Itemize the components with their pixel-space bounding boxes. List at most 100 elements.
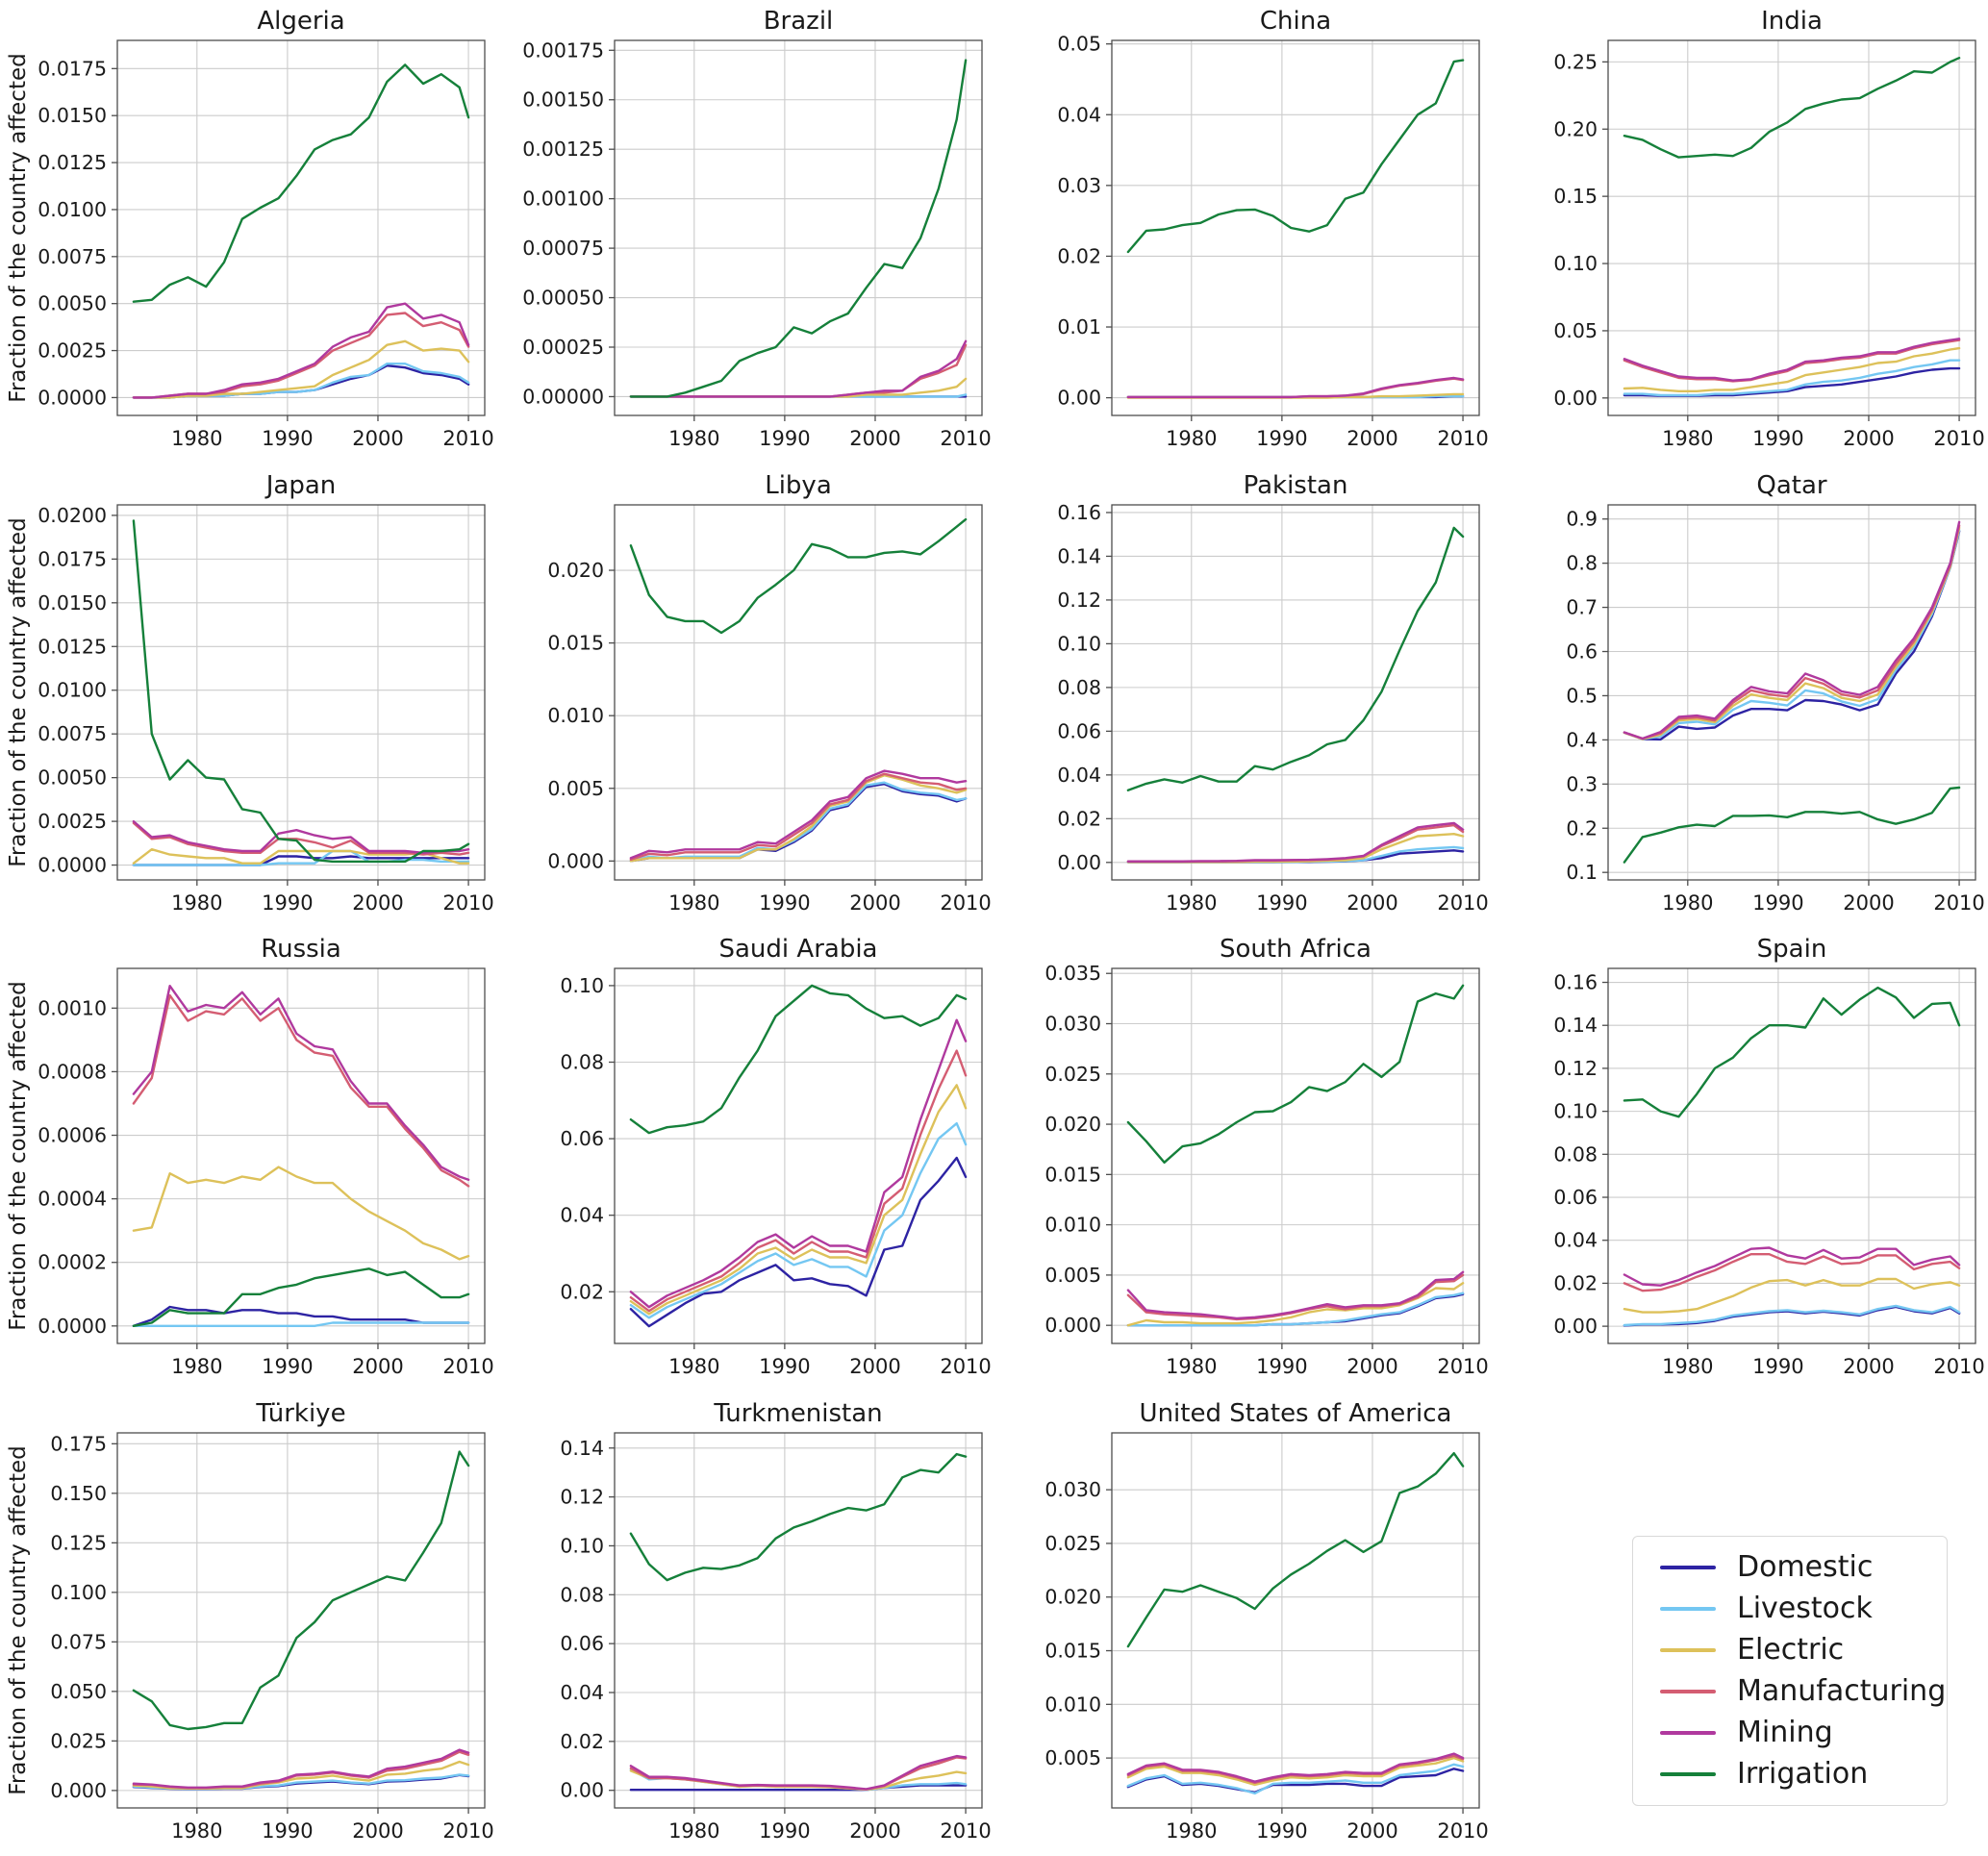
svg-text:0.0000: 0.0000: [38, 853, 107, 876]
svg-text:2010: 2010: [442, 1355, 493, 1378]
legend-item-livestock: Livestock: [1660, 1588, 1947, 1629]
svg-text:1980: 1980: [171, 1355, 222, 1378]
subplot-saudi-arabia: 0.02 0.04 0.06 0.08 0.10 1980 1990 2000 2010 Saud…: [497, 928, 994, 1392]
subplot-india: 0.00 0.05 0.10 0.15 0.20 0.25 1980 1990 2000 2010…: [1491, 0, 1988, 464]
y-axis-label: Fraction of the country affected: [6, 981, 31, 1330]
series-line-manufacturing: [132, 821, 470, 856]
svg-text:2000: 2000: [1843, 1355, 1894, 1378]
svg-text:0.02: 0.02: [1057, 807, 1101, 830]
svg-text:1980: 1980: [1662, 891, 1713, 915]
plot-title: Pakistan: [1243, 471, 1347, 500]
y-axis-tick-labels: 0.0000 0.0002 0.0004 0.0006 0.0008 0.0010: [38, 996, 117, 1338]
svg-text:0.14: 0.14: [1554, 1014, 1598, 1037]
svg-text:1990: 1990: [1256, 1819, 1307, 1843]
gridlines: [117, 1432, 485, 1808]
series-lines: [629, 1452, 968, 1791]
series-lines: [1126, 59, 1464, 399]
axes-spine: [116, 967, 486, 1344]
series-lines: [1126, 1451, 1464, 1794]
series-line-domestic: [629, 1783, 968, 1791]
svg-text:0.02: 0.02: [560, 1729, 604, 1752]
irrigation-line-swatch: [1660, 1772, 1716, 1777]
subplot-qatar: 0.1 0.2 0.3 0.4 0.5 0.6 0.7 0.8 0.9 1980 1990 2000 2…: [1491, 464, 1988, 929]
series-lines: [629, 59, 968, 398]
gridlines: [1111, 1432, 1479, 1808]
svg-text:2000: 2000: [1346, 1819, 1397, 1843]
series-line-irrigation: [1126, 984, 1464, 1165]
svg-text:2010: 2010: [1437, 1355, 1488, 1378]
series-line-electric: [629, 773, 968, 862]
svg-text:0.20: 0.20: [1554, 117, 1598, 140]
series-line-electric: [1623, 1277, 1961, 1314]
plot-title: Saudi Arabia: [718, 935, 877, 964]
svg-text:0.00150: 0.00150: [522, 88, 604, 112]
svg-text:0.010: 0.010: [547, 704, 604, 727]
subplot-t-rkiye: 0.000 0.025 0.050 0.075 0.100 0.125 0.150 0.175…: [0, 1392, 497, 1856]
series-line-mining: [629, 339, 968, 398]
legend-label: Domestic: [1737, 1549, 1874, 1584]
livestock-line-swatch: [1660, 1606, 1716, 1611]
legend: Domestic Livestock Electric Manufacturin…: [1632, 1536, 1948, 1806]
legend-item-mining: Mining: [1660, 1713, 1947, 1754]
svg-text:0.6: 0.6: [1567, 640, 1598, 663]
series-line-irrigation: [1623, 57, 1961, 159]
svg-text:0.08: 0.08: [560, 1583, 604, 1606]
axes-spine: [1110, 967, 1480, 1344]
axes-spine: [116, 39, 486, 416]
svg-text:2010: 2010: [940, 427, 991, 450]
svg-text:0.02: 0.02: [1554, 1271, 1598, 1294]
svg-text:0.075: 0.075: [50, 1630, 107, 1653]
svg-text:0.0075: 0.0075: [38, 245, 107, 268]
svg-text:2000: 2000: [352, 891, 403, 915]
svg-text:0.0025: 0.0025: [38, 810, 107, 833]
svg-text:0.00: 0.00: [560, 1778, 604, 1801]
svg-text:2000: 2000: [849, 1819, 900, 1843]
plot-title: Algeria: [257, 7, 344, 36]
svg-text:0.05: 0.05: [1057, 33, 1101, 56]
svg-text:2000: 2000: [352, 1819, 403, 1843]
svg-text:2000: 2000: [1346, 891, 1397, 915]
series-lines: [629, 984, 968, 1328]
series-line-livestock: [132, 1321, 470, 1327]
series-line-manufacturing: [629, 772, 968, 861]
svg-text:0.16: 0.16: [1554, 971, 1598, 994]
svg-text:0.0050: 0.0050: [38, 765, 107, 789]
svg-text:1990: 1990: [1752, 891, 1803, 915]
axes-spine: [1110, 1431, 1480, 1809]
svg-text:0.8: 0.8: [1567, 551, 1598, 574]
svg-text:0.02: 0.02: [1057, 244, 1101, 267]
svg-text:0.06: 0.06: [560, 1127, 604, 1150]
chart-svg-algeria: 0.0000 0.0025 0.0050 0.0075 0.0100 0.0125 0.01…: [6, 7, 494, 450]
chart-svg-saudi-arabia: 0.02 0.04 0.06 0.08 0.10 1980 1990 2000 2010 Saud…: [560, 935, 991, 1378]
gridlines: [1111, 504, 1479, 880]
x-axis-tick-labels: 1980 1990 2000 2010: [1166, 1343, 1488, 1378]
y-axis-tick-labels: 0.02 0.04 0.06 0.08 0.10: [560, 974, 615, 1303]
series-line-mining: [1623, 338, 1961, 382]
svg-text:0.00: 0.00: [1057, 387, 1101, 410]
series-line-irrigation: [629, 984, 968, 1135]
chart-svg-india: 0.00 0.05 0.10 0.15 0.20 0.25 1980 1990 2000 2010…: [1554, 7, 1985, 450]
svg-text:0.08: 0.08: [1057, 675, 1101, 698]
svg-text:0.00075: 0.00075: [522, 237, 604, 260]
series-lines: [629, 517, 968, 862]
svg-text:1990: 1990: [1256, 1355, 1307, 1378]
svg-text:0.0100: 0.0100: [38, 198, 107, 221]
svg-text:0.0008: 0.0008: [38, 1060, 107, 1083]
svg-text:0.0000: 0.0000: [38, 386, 107, 409]
svg-text:2000: 2000: [1843, 891, 1894, 915]
axes-spine: [1110, 39, 1480, 416]
y-axis-tick-labels: 0.00 0.02 0.04 0.06 0.08 0.10 0.12 0.14 0.16: [1057, 500, 1112, 873]
svg-text:1990: 1990: [262, 1819, 313, 1843]
series-line-livestock: [1126, 1292, 1464, 1327]
svg-text:1980: 1980: [1166, 1355, 1217, 1378]
x-axis-tick-labels: 1980 1990 2000 2010: [171, 415, 494, 450]
svg-text:0.10: 0.10: [1554, 252, 1598, 275]
chart-svg-brazil: 0.00000 0.00025 0.00050 0.00075 0.00100 0.001…: [522, 7, 992, 450]
series-line-manufacturing: [1623, 339, 1961, 383]
series-lines: [132, 518, 470, 866]
svg-text:1980: 1980: [1662, 1355, 1713, 1378]
series-line-domestic: [629, 1156, 968, 1328]
mining-line-swatch: [1660, 1731, 1716, 1736]
svg-text:0.030: 0.030: [1044, 1013, 1101, 1036]
